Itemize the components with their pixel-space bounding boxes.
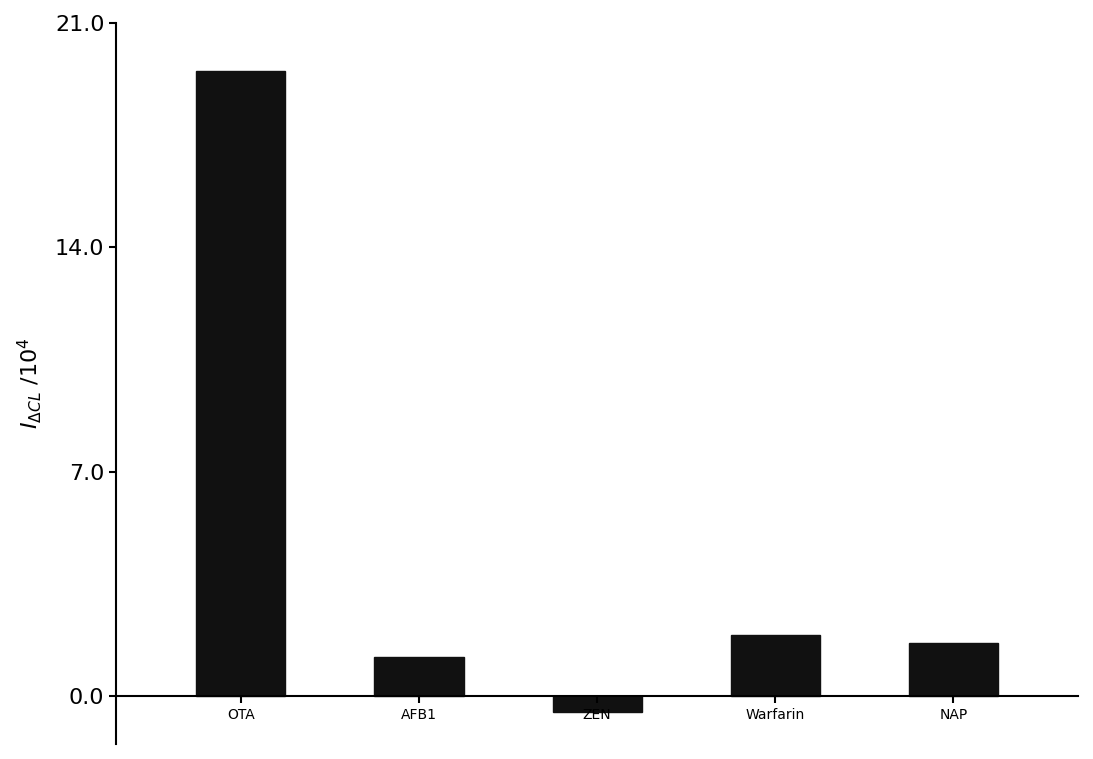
- Bar: [731, 635, 820, 696]
- Bar: [375, 657, 463, 696]
- Bar: [197, 71, 285, 696]
- Y-axis label: $I_{\Delta CL}\ /10^4$: $I_{\Delta CL}\ /10^4$: [15, 338, 44, 430]
- Bar: [553, 696, 642, 712]
- Bar: [908, 643, 998, 696]
